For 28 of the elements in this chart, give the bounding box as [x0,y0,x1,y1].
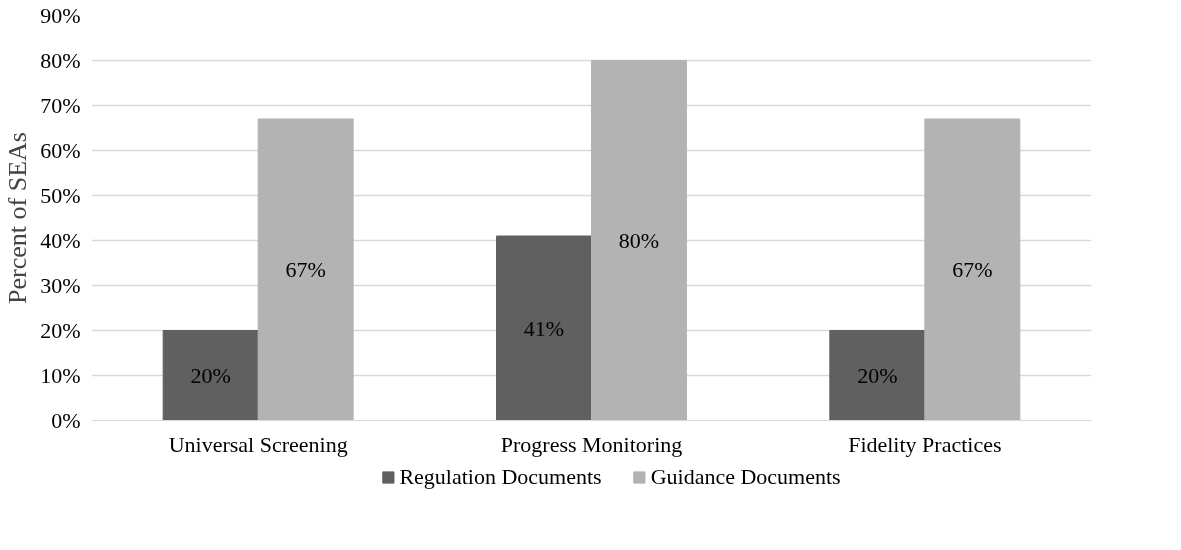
y-tick-label: 90% [40,3,81,28]
y-tick-label: 60% [40,138,81,163]
data-label: 67% [952,257,993,283]
data-label: 20% [190,363,231,388]
bar [257,118,354,421]
y-tick-label: 10% [40,363,81,388]
x-tick-label: Fidelity Practices [848,431,1002,457]
bar [496,235,592,421]
legend-label: Regulation Documents [399,464,602,490]
data-label: 80% [618,228,660,253]
y-tick-label: 0% [51,408,81,433]
y-tick-label: 20% [40,318,81,343]
y-tick-label: 40% [40,228,81,253]
x-tick-label: Universal Screening [168,431,348,457]
y-tick-label: 70% [40,93,81,118]
bar [162,330,259,421]
y-tick-label: 50% [40,183,81,208]
bar [924,118,1021,421]
data-label: 20% [857,363,898,388]
data-label: 67% [285,257,326,283]
bar [829,330,926,421]
legend-label: Guidance Documents [650,464,841,490]
x-tick-label: Progress Monitoring [500,431,683,457]
y-tick-label: 30% [40,273,81,298]
y-tick-label: 80% [40,48,81,73]
y-axis-title: Percent of SEAs [3,132,33,304]
bar [591,60,687,421]
data-label: 41% [523,315,565,341]
